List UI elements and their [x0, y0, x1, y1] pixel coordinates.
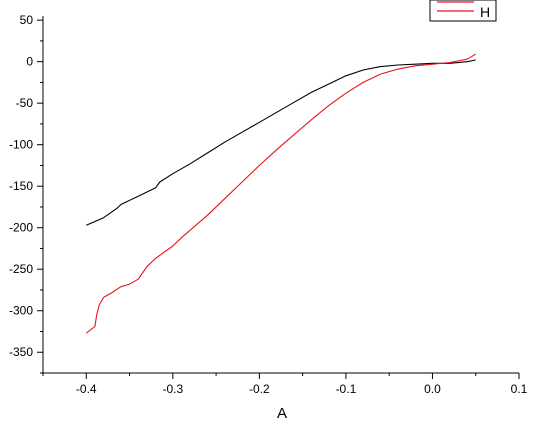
series-line-2 [85, 53, 476, 334]
y-tick-label: 0 [26, 55, 33, 69]
x-tick-label: -0.2 [249, 382, 270, 396]
y-tick-label: -250 [9, 262, 33, 276]
x-tick-label: 0.0 [424, 382, 441, 396]
axes [42, 16, 519, 374]
legend: H [429, 0, 497, 22]
y-tick-label: 50 [20, 13, 34, 27]
x-axis-title: A [277, 405, 287, 422]
y-tick-label: -100 [9, 138, 33, 152]
y-tick-label: -150 [9, 179, 33, 193]
y-tick-label: -200 [9, 221, 33, 235]
y-tick-label: -350 [9, 345, 33, 359]
y-tick-label: -300 [9, 304, 33, 318]
x-ticks: -0.4 -0.3 -0.2 -0.1 0.0 0.1 [42, 373, 528, 396]
series-line-1 [86, 59, 476, 226]
x-tick-label: -0.4 [76, 382, 97, 396]
legend-label: H [480, 4, 490, 20]
x-tick-label: 0.1 [511, 382, 528, 396]
y-tick-label: -50 [16, 96, 34, 110]
x-tick-label: -0.3 [162, 382, 183, 396]
y-ticks: 50 0 -50 -100 -150 -200 -250 -300 -350 [9, 13, 43, 374]
series-group [85, 53, 476, 334]
x-tick-label: -0.1 [336, 382, 357, 396]
